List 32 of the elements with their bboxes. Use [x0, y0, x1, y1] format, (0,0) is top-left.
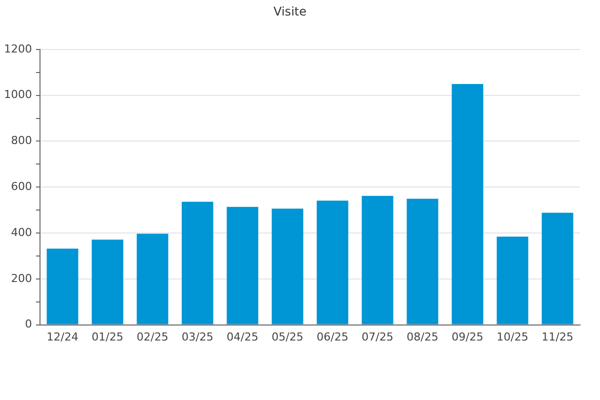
x-tick-label: 12/24: [46, 330, 78, 344]
bar: [452, 84, 484, 324]
chart-title: Visite: [274, 4, 306, 18]
bar: [542, 212, 574, 324]
bar: [182, 202, 214, 324]
y-tick-label: 400: [10, 226, 32, 239]
x-tick-label: 01/25: [92, 330, 124, 344]
y-tick-label: 1000: [4, 88, 32, 102]
y-tick-label: 200: [10, 272, 32, 285]
bar: [92, 240, 124, 324]
bar: [46, 248, 78, 324]
bar: [226, 206, 258, 324]
bar: [406, 198, 438, 324]
x-tick-label: 06/25: [316, 330, 348, 344]
x-tick-label: 05/25: [272, 330, 304, 344]
bar: [272, 208, 304, 324]
x-tick-label: 07/25: [362, 330, 394, 344]
x-tick-label: 03/25: [182, 330, 214, 344]
bar: [362, 196, 394, 324]
bar: [496, 236, 528, 324]
x-tick-label: 02/25: [136, 330, 168, 344]
y-tick-label: 800: [10, 134, 32, 148]
x-tick-label: 09/25: [452, 330, 484, 344]
x-tick-label: 04/25: [226, 330, 258, 344]
y-tick-label: 1200: [4, 42, 32, 56]
bar: [136, 234, 168, 324]
x-tick-label: 08/25: [406, 330, 438, 344]
x-tick-label: 10/25: [496, 330, 528, 344]
y-tick-label: 600: [10, 180, 32, 193]
y-tick-label: 0: [24, 318, 32, 331]
bar: [316, 200, 348, 324]
x-tick-label: 11/25: [542, 330, 574, 344]
